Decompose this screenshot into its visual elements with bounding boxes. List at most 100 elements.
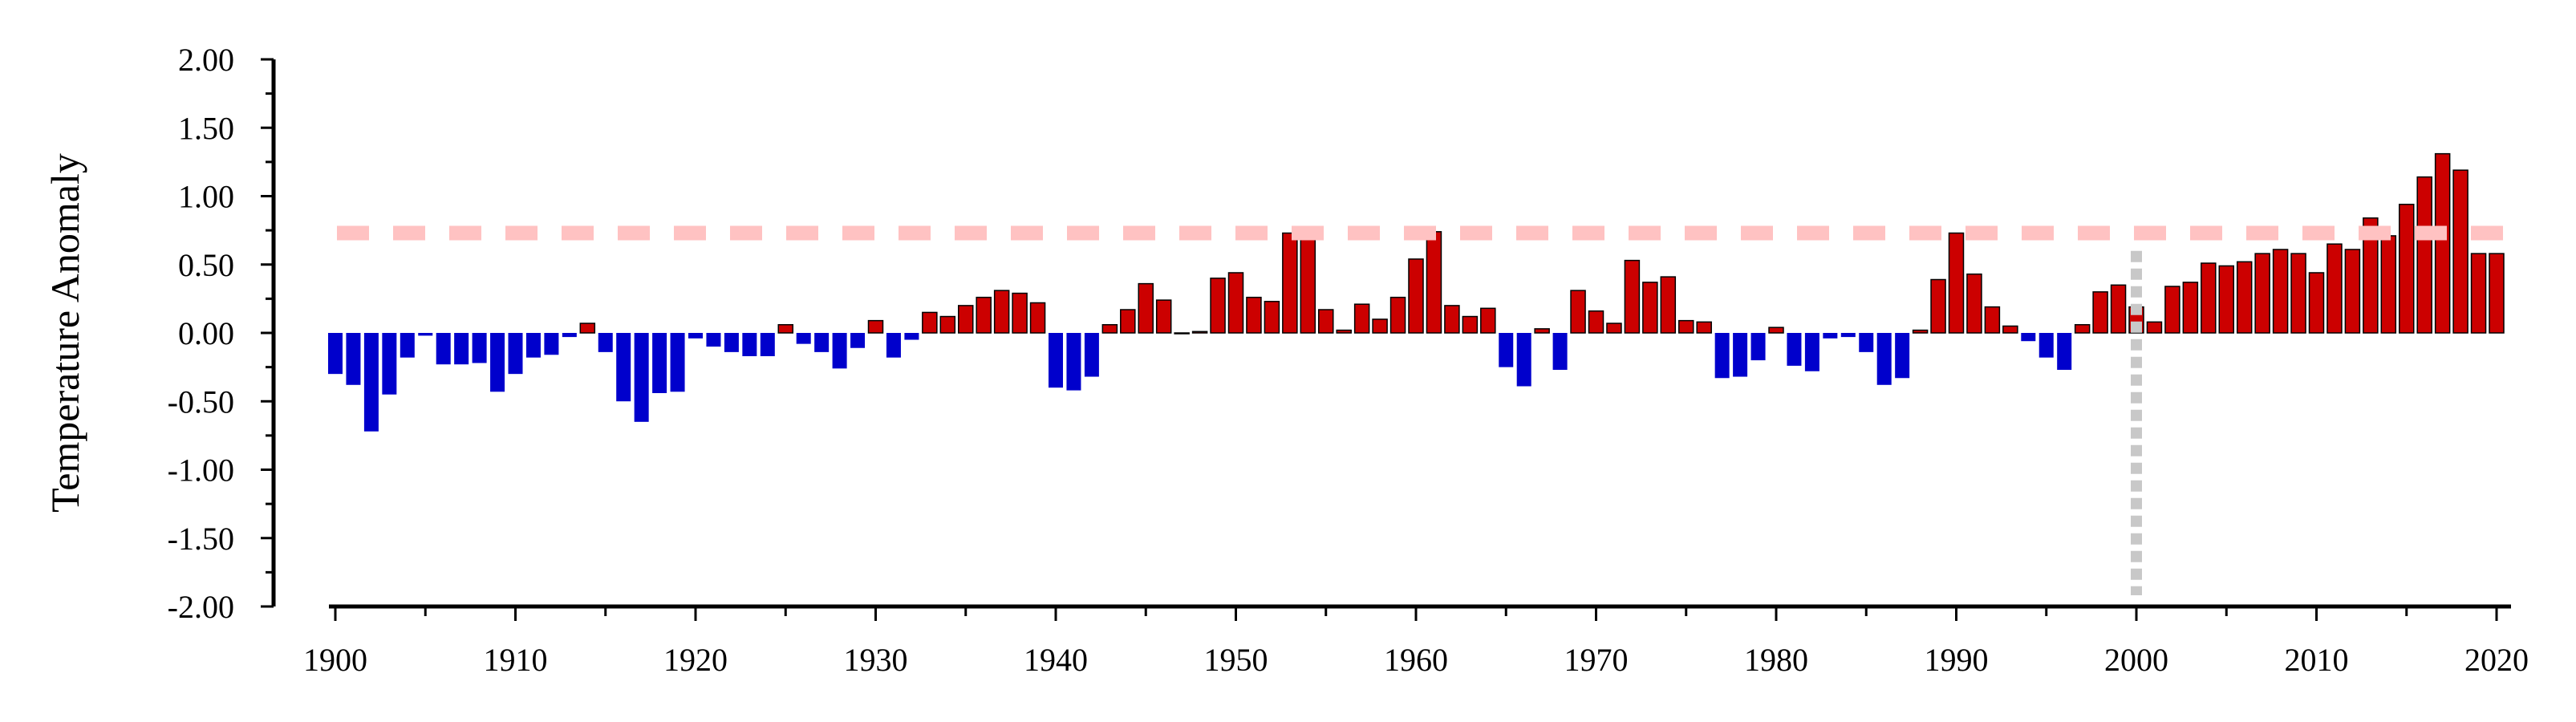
bar-1940 (1049, 333, 1063, 388)
bar-1974 (1660, 276, 1677, 334)
bar-2002 (2164, 286, 2180, 334)
bar-1907 (454, 333, 469, 365)
bar-1916 (616, 333, 631, 402)
bar-1941 (1066, 333, 1081, 391)
bar-1958 (1372, 318, 1388, 334)
bar-1932 (904, 333, 919, 340)
bar-1943 (1101, 324, 1118, 334)
bar-1919 (670, 333, 685, 392)
bar-1937 (993, 290, 1010, 334)
bar-1979 (1750, 333, 1766, 361)
bar-1973 (1642, 282, 1658, 334)
bar-1951 (1246, 296, 1262, 334)
bar-1942 (1084, 333, 1099, 377)
bar-1975 (1678, 319, 1694, 334)
bar-1971 (1606, 322, 1622, 334)
bar-1914 (579, 322, 596, 334)
bar-1976 (1696, 321, 1712, 334)
reference-lines-layer (337, 225, 2503, 595)
bar-1972 (1624, 259, 1641, 334)
bar-1964 (1480, 307, 1496, 334)
bar-1978 (1733, 333, 1748, 377)
x-tick-label: 1900 (303, 642, 367, 678)
bar-1935 (958, 305, 974, 334)
y-axis: 2.00 1.50 1.00 0.50 0.00 -0.50 -1.00 -1.50 -2.00 (168, 42, 276, 625)
x-axis: 1900 1910 1920 1930 1940 1950 1960 1970 1980 1990… (303, 604, 2529, 678)
y-tick-label: -2.00 (168, 589, 234, 625)
bar-2003 (2182, 282, 2199, 334)
bar-1928 (832, 333, 847, 369)
bar-1946 (1155, 299, 1172, 334)
y-tick-label: 2.00 (178, 42, 234, 78)
bar-1923 (742, 333, 757, 356)
bar-1905 (418, 333, 433, 336)
bar-2001 (2146, 321, 2163, 334)
bar-1984 (1840, 333, 1856, 338)
bar-1989 (1930, 278, 1946, 334)
bar-1995 (2038, 333, 2054, 358)
bar-1915 (598, 333, 613, 352)
bar-1933 (922, 311, 938, 334)
x-tick-label: 2010 (2285, 642, 2349, 678)
bar-1969 (1570, 290, 1586, 334)
y-tick-label: 0.50 (178, 247, 234, 283)
bar-1963 (1462, 315, 1479, 334)
bar-1968 (1552, 333, 1568, 371)
bar-1927 (814, 333, 830, 352)
bar-2005 (2218, 265, 2234, 334)
bar-2004 (2201, 262, 2217, 334)
bar-1925 (777, 324, 793, 334)
bar-1944 (1120, 309, 1136, 334)
x-tick-label: 2020 (2464, 642, 2529, 678)
bar-1997 (2074, 324, 2091, 334)
bar-1906 (436, 333, 451, 365)
bar-2010 (2308, 272, 2325, 334)
bar-1977 (1714, 333, 1730, 379)
bar-1993 (2002, 325, 2018, 334)
bar-1921 (706, 333, 721, 347)
bar-1980 (1768, 327, 1784, 334)
bar-1912 (544, 333, 559, 355)
bar-2014 (2380, 235, 2397, 334)
bar-1908 (472, 333, 487, 363)
bar-2019 (2470, 253, 2487, 334)
x-tick-label: 1940 (1024, 642, 1088, 678)
y-tick-label: 0.00 (178, 315, 234, 351)
bar-2008 (2272, 249, 2289, 334)
bar-1959 (1389, 296, 1406, 334)
bar-1936 (976, 296, 992, 334)
bar-1988 (1912, 329, 1929, 334)
bar-1920 (688, 333, 703, 339)
bar-1913 (562, 333, 577, 338)
bar-1949 (1210, 278, 1226, 334)
bar-1967 (1534, 328, 1550, 334)
bar-1947 (1174, 332, 1190, 335)
bar-1965 (1499, 333, 1514, 367)
bar-1970 (1588, 310, 1604, 334)
x-tick-label: 1980 (1744, 642, 1808, 678)
bar-1999 (2110, 284, 2127, 334)
bar-2018 (2452, 169, 2468, 334)
x-tick-label: 1970 (1564, 642, 1629, 678)
bar-2017 (2434, 152, 2451, 334)
bar-1901 (346, 333, 361, 385)
bar-1939 (1029, 302, 1046, 334)
bar-1926 (796, 333, 811, 344)
bar-2016 (2416, 176, 2432, 334)
y-tick-label: -1.00 (168, 452, 234, 489)
bar-1962 (1444, 305, 1460, 334)
bar-1996 (2057, 333, 2072, 371)
x-tick-label: 1990 (1925, 642, 1989, 678)
x-tick-label: 1910 (484, 642, 548, 678)
y-axis-title: Temperature Anomaly (43, 153, 87, 513)
bar-1902 (363, 333, 379, 432)
bar-1955 (1318, 309, 1334, 334)
bar-1918 (652, 333, 667, 394)
bar-1982 (1804, 333, 1819, 371)
bar-1924 (760, 333, 775, 356)
bar-2009 (2290, 253, 2306, 334)
bar-1900 (328, 333, 343, 375)
bar-1917 (634, 333, 649, 422)
bar-2013 (2363, 217, 2379, 334)
